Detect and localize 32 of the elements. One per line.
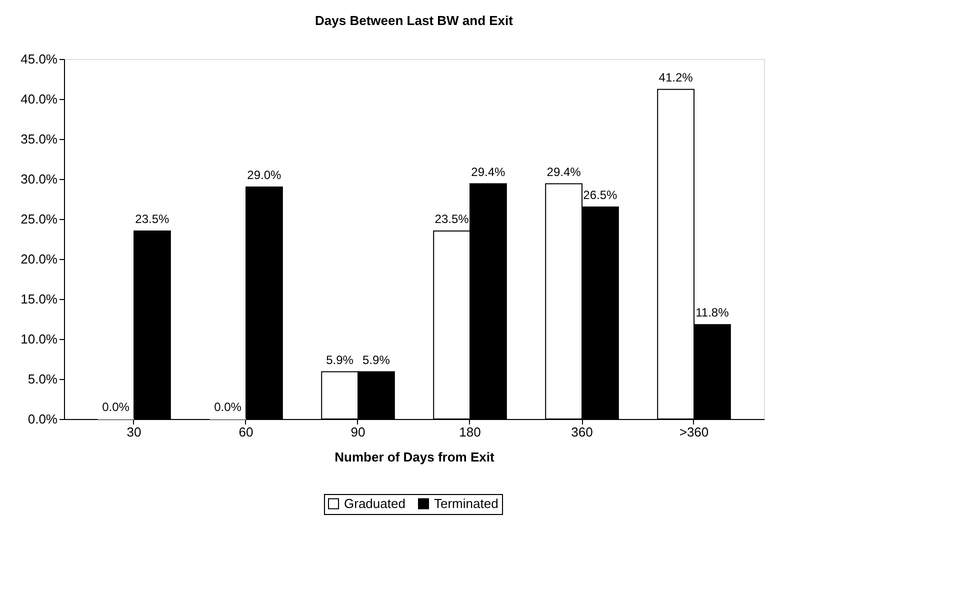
y-tick-label: 15.0% [20,292,58,306]
x-tick-label: 90 [350,424,366,440]
data-label: 29.4% [546,164,582,179]
y-tick-label: 30.0% [20,172,58,186]
data-label: 23.5% [135,212,170,226]
x-tick-label: 180 [459,424,481,440]
y-tick-label: 35.0% [20,132,58,146]
data-label: 29.0% [247,168,282,182]
y-tick-label: 0.0% [28,412,58,426]
legend-label: Terminated [434,496,498,511]
x-axis-title: Number of Days from Exit [334,450,495,464]
y-tick-label: 45.0% [20,52,58,66]
y-tick-label: 25.0% [20,212,58,226]
chart-title: Days Between Last BW and Exit [315,13,514,28]
data-label: 5.9% [362,352,390,367]
y-tick-label: 40.0% [20,92,58,106]
data-label: 0.0% [214,400,242,414]
x-tick-label: 60 [238,424,254,440]
x-tick-label: 360 [571,424,593,440]
y-tick-label: 10.0% [20,332,58,346]
data-label: 0.0% [102,400,130,414]
x-tick-label: >360 [679,424,709,440]
data-label: 29.4% [471,164,506,179]
data-label: 41.2% [658,70,694,84]
x-tick-label: 30 [126,424,142,440]
data-label: 26.5% [583,188,618,202]
legend-label: Graduated [344,496,406,511]
data-label: 11.8% [696,306,730,320]
y-tick-label: 20.0% [20,252,58,266]
y-tick-label: 5.0% [28,372,58,386]
data-label: 5.9% [326,352,354,367]
data-label: 23.5% [434,212,470,226]
